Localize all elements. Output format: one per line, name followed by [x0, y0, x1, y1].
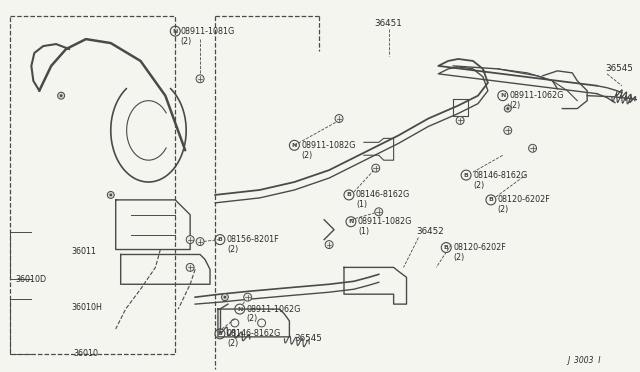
Circle shape [456, 116, 464, 125]
Circle shape [529, 144, 536, 152]
Circle shape [186, 263, 194, 271]
Text: 36545: 36545 [294, 334, 323, 343]
Text: (2): (2) [301, 151, 312, 160]
Circle shape [108, 192, 114, 198]
Text: 08911-1082G: 08911-1082G [301, 141, 356, 150]
Text: 08156-8201F: 08156-8201F [227, 235, 280, 244]
Circle shape [109, 193, 112, 196]
Text: (2): (2) [509, 101, 521, 110]
Text: (2): (2) [227, 339, 238, 348]
Text: 36010H: 36010H [71, 302, 102, 312]
Text: N: N [292, 143, 297, 148]
Text: B: B [218, 331, 222, 336]
Circle shape [223, 296, 227, 299]
Circle shape [196, 75, 204, 83]
Text: 08120-6202F: 08120-6202F [498, 195, 550, 204]
Circle shape [58, 92, 65, 99]
Text: N: N [237, 307, 243, 312]
Circle shape [244, 293, 252, 301]
Text: 36451: 36451 [375, 19, 403, 28]
Text: 08120-6202F: 08120-6202F [453, 243, 506, 252]
Text: 08911-1062G: 08911-1062G [509, 91, 564, 100]
Text: 08146-8162G: 08146-8162G [227, 329, 281, 339]
Bar [10, 16, 175, 354]
Circle shape [506, 107, 509, 110]
Text: 36011: 36011 [71, 247, 96, 256]
Text: (1): (1) [356, 201, 367, 209]
Circle shape [60, 94, 63, 97]
Text: 08146-8162G: 08146-8162G [356, 190, 410, 199]
Circle shape [186, 235, 194, 244]
Text: (2): (2) [247, 314, 258, 324]
Text: B: B [346, 192, 351, 198]
Text: B: B [218, 237, 222, 242]
Text: 08146-8162G: 08146-8162G [473, 171, 527, 180]
Circle shape [504, 105, 511, 112]
Text: 36545: 36545 [605, 64, 633, 73]
Text: 08911-1082G: 08911-1082G [358, 217, 412, 226]
Text: N: N [173, 29, 178, 33]
Text: N: N [500, 93, 506, 98]
Circle shape [504, 126, 512, 134]
Circle shape [372, 164, 380, 172]
Text: (2): (2) [453, 253, 465, 262]
Text: 36010D: 36010D [15, 275, 47, 284]
Circle shape [221, 294, 228, 301]
Text: 08911-1081G: 08911-1081G [180, 27, 234, 36]
Circle shape [325, 241, 333, 248]
Text: 36010: 36010 [73, 349, 98, 358]
Text: (1): (1) [358, 227, 369, 236]
Text: (2): (2) [227, 245, 238, 254]
Circle shape [375, 208, 383, 216]
Text: J  3003  I: J 3003 I [567, 356, 601, 365]
Text: 08911-1062G: 08911-1062G [247, 305, 301, 314]
Text: B: B [488, 198, 493, 202]
Text: (2): (2) [180, 36, 191, 46]
Text: (2): (2) [498, 205, 509, 214]
Text: (2): (2) [473, 180, 484, 189]
Circle shape [196, 238, 204, 246]
Text: B: B [463, 173, 468, 177]
Circle shape [335, 115, 343, 122]
Text: N: N [348, 219, 354, 224]
Text: B: B [444, 245, 449, 250]
Text: 36452: 36452 [417, 227, 444, 236]
